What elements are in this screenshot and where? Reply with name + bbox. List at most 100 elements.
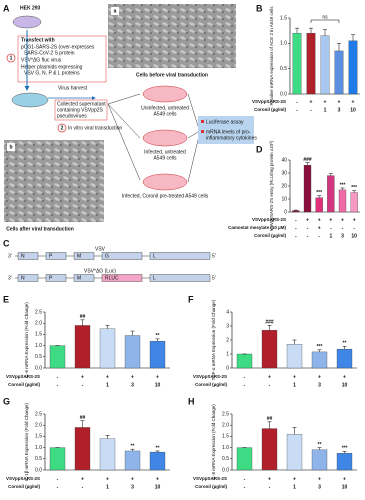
significance: ** xyxy=(156,333,160,339)
condition-value: - xyxy=(244,374,246,380)
transfect-line: Helper plasmids expressing xyxy=(21,64,83,70)
condition-value: + xyxy=(329,217,332,223)
group-label: A549 cells xyxy=(153,155,177,161)
bar xyxy=(292,33,302,95)
bar xyxy=(261,428,278,471)
significance: ### xyxy=(303,157,312,163)
condition-value: - xyxy=(296,107,298,113)
condition-name: Coronil (µg/ml) xyxy=(254,233,286,238)
y-axis-label: VSVppSARS-2S entry (RLU/mg protein x10³) xyxy=(269,140,274,231)
step-badge xyxy=(57,123,67,133)
y-tick-label: 0.0 xyxy=(280,91,287,97)
y-tick-label: 20 xyxy=(281,183,287,189)
gene xyxy=(45,252,67,260)
bar xyxy=(99,328,116,369)
condition-value: + xyxy=(318,374,321,380)
dish xyxy=(12,15,42,29)
condition-value: 3 xyxy=(131,382,134,388)
bar xyxy=(311,351,328,369)
condition-value: - xyxy=(57,374,59,380)
bar xyxy=(306,33,316,95)
condition-value: - xyxy=(353,225,355,231)
bar xyxy=(99,438,116,471)
image-label: b xyxy=(9,144,12,150)
condition-value: + xyxy=(293,374,296,380)
transfect-line: pCG1-SARS-2S (over-expresses xyxy=(21,44,95,50)
dish xyxy=(142,173,188,191)
condition-value: - xyxy=(307,225,309,231)
significance: *** xyxy=(340,182,346,188)
bar xyxy=(124,335,141,369)
condition-value: + xyxy=(268,374,271,380)
y-tick-label: 40 xyxy=(281,157,287,163)
condition-value: 1 xyxy=(329,233,332,239)
y-axis-label: IL-6 mRNA Expression (Fold Change) xyxy=(24,302,29,378)
panel-label: G xyxy=(3,396,10,406)
y-tick-label: 0.5 xyxy=(35,456,42,462)
gene xyxy=(149,252,211,260)
condition-value: 3 xyxy=(341,233,344,239)
y-tick-label: 0.0 xyxy=(35,365,42,371)
bar xyxy=(292,210,300,213)
readout: Luciferase assay xyxy=(206,119,244,125)
panel-c: C xyxy=(3,238,10,248)
condition-value: - xyxy=(307,233,309,239)
bar xyxy=(124,450,141,471)
gene xyxy=(73,252,95,260)
condition-value: + xyxy=(318,217,321,223)
connector xyxy=(187,93,199,183)
y-tick-label: 3 xyxy=(226,323,229,329)
significance: ## xyxy=(267,416,273,422)
y-axis-label: TNF-α mRNA Expression (Fold Change) xyxy=(211,299,216,380)
gene-label: L xyxy=(153,275,156,281)
collected-line: containing VSVpp2S xyxy=(57,107,104,113)
y-tick-label: 0 xyxy=(284,209,287,215)
image-badge xyxy=(7,143,15,151)
condition-value: - xyxy=(342,225,344,231)
bullet xyxy=(201,120,204,123)
image-b xyxy=(4,140,104,222)
bar xyxy=(334,50,344,95)
panel-a: A HEK 293 1 Transfect with pCG1-SARS-2S … xyxy=(3,3,257,232)
condition-value: - xyxy=(82,484,84,490)
step-number: 2 xyxy=(61,125,64,131)
condition-name: Coronil (µg/ml) xyxy=(8,382,40,387)
end-label: 5' xyxy=(212,275,216,281)
y-tick-label: 0.0 xyxy=(35,467,42,473)
bar xyxy=(348,40,358,95)
bar xyxy=(149,340,166,369)
bar xyxy=(261,330,278,369)
image-a xyxy=(108,4,236,68)
collected-box xyxy=(54,99,108,121)
condition-name: VSVppSARS-2S xyxy=(6,374,40,379)
significance: ** xyxy=(343,341,347,347)
condition-name: VSVppSARS-2S xyxy=(193,476,227,481)
condition-value: + xyxy=(318,476,321,482)
condition-value: 10 xyxy=(342,484,348,490)
y-tick-label: 1 xyxy=(226,351,229,357)
y-tick-label: 1.5 xyxy=(222,434,229,440)
gene xyxy=(45,274,67,282)
bar xyxy=(74,427,91,471)
significance: *** xyxy=(316,190,322,196)
transduction: In vitro viral transduction xyxy=(68,125,122,131)
gene xyxy=(149,274,211,282)
condition-value: + xyxy=(306,217,309,223)
group-label: A549 cells xyxy=(153,111,177,117)
condition-value: 10 xyxy=(351,233,357,239)
gene-label: P xyxy=(49,253,53,259)
condition-value: 10 xyxy=(155,484,161,490)
condition-value: - xyxy=(82,382,84,388)
y-tick-label: 1.5 xyxy=(35,434,42,440)
y-tick-label: 0.5 xyxy=(35,354,42,360)
group-label: Uninfected, untreated xyxy=(141,105,189,111)
group-label: Infected, untreated xyxy=(144,149,186,155)
condition-value: 1 xyxy=(324,107,327,113)
cell-line: HEK 293 xyxy=(20,5,41,11)
significance: ### xyxy=(265,320,274,326)
y-tick-label: 1.0 xyxy=(280,41,287,47)
bar xyxy=(350,192,358,213)
significance: ** xyxy=(156,445,160,451)
y-tick-label: 2.0 xyxy=(35,321,42,327)
